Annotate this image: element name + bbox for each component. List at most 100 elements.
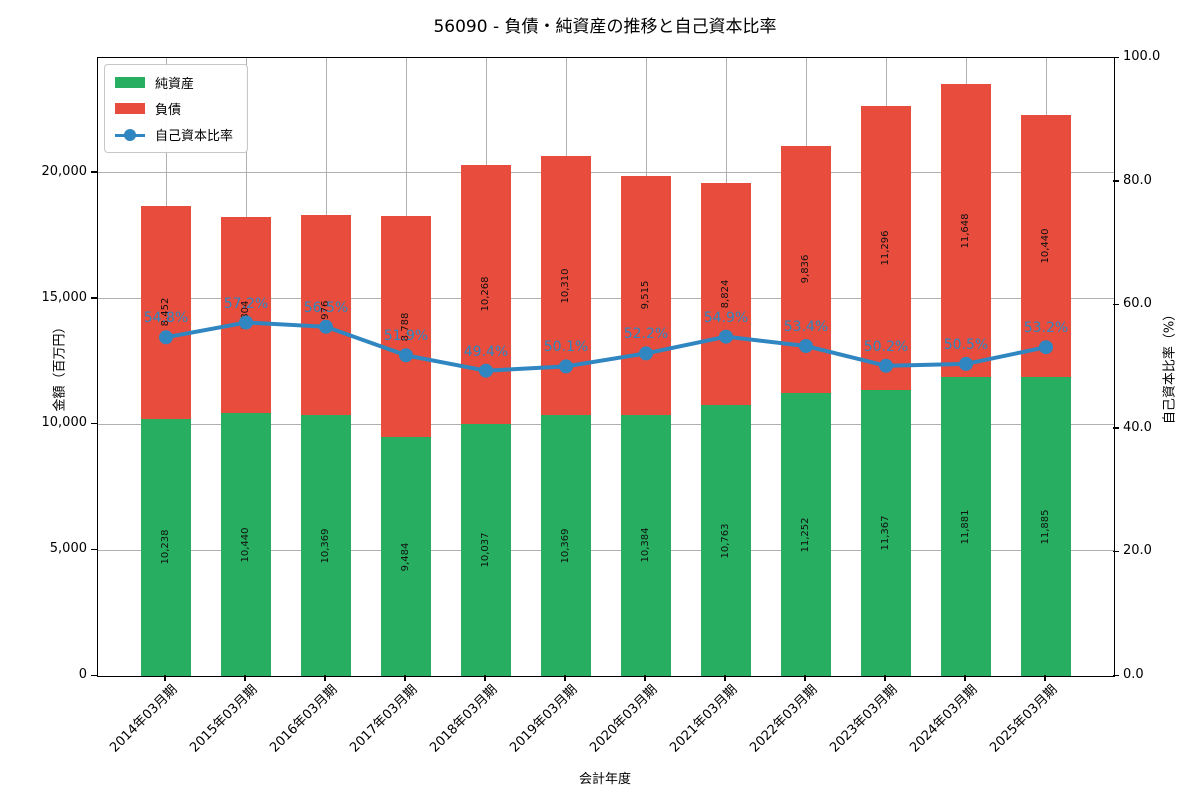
x-tick — [884, 675, 886, 681]
bar-net-assets — [621, 414, 671, 676]
y-tick-right — [1113, 550, 1119, 553]
bar-net-assets — [941, 377, 991, 676]
legend-swatch-liabilities — [115, 103, 145, 114]
equity-ratio-value: 50.2% — [863, 338, 909, 355]
y-tick-label-left: 0 — [78, 667, 87, 682]
bar-liabilities — [461, 165, 511, 424]
y-tick-label-left: 20,000 — [41, 163, 88, 179]
equity-ratio-value: 56.5% — [303, 299, 349, 316]
x-tick-label: 2016年03月期 — [267, 682, 341, 756]
equity-ratio-value: 52.2% — [623, 326, 669, 343]
x-tick — [964, 675, 966, 681]
x-tick — [644, 675, 646, 681]
x-tick-label: 2025年03月期 — [987, 682, 1061, 756]
y-axis-label-left: 金額（百万円） — [52, 320, 68, 412]
y-tick-left — [91, 674, 97, 676]
legend: 純資産 負債 自己資本比率 — [104, 64, 249, 153]
equity-ratio-marker — [399, 348, 413, 363]
y-tick-label-right: 80.0 — [1123, 172, 1152, 188]
bar-net-assets — [141, 418, 191, 676]
x-tick-label: 2020年03月期 — [587, 682, 661, 756]
equity-ratio-marker — [1039, 340, 1053, 355]
legend-label-liabilities: 負債 — [155, 103, 182, 118]
legend-swatch-equity-ratio — [115, 128, 145, 142]
bar-liabilities — [621, 175, 671, 415]
legend-item-liabilities: 負債 — [115, 99, 233, 118]
y-tick-left — [91, 548, 97, 551]
equity-ratio-marker — [959, 356, 973, 371]
x-tick-label: 2019年03月期 — [507, 682, 581, 756]
bar-liabilities — [861, 106, 911, 391]
y-tick-left — [91, 171, 97, 173]
bar-net-assets — [221, 413, 271, 676]
y-tick-label-right: 0.0 — [1123, 667, 1144, 682]
bar-net-assets — [381, 437, 431, 676]
y-tick-left — [91, 297, 97, 299]
x-tick-label: 2021年03月期 — [667, 682, 741, 756]
equity-ratio-value: 50.1% — [543, 339, 589, 356]
equity-ratio-marker — [799, 339, 813, 353]
equity-ratio-marker — [559, 359, 573, 374]
y-tick-label-right: 100.0 — [1123, 49, 1161, 64]
bar-liabilities — [221, 217, 271, 414]
x-tick — [244, 675, 246, 681]
legend-item-equity-ratio: 自己資本比率 — [115, 125, 233, 144]
x-tick — [164, 675, 166, 681]
legend-label-net-assets: 純資産 — [155, 77, 195, 92]
y-tick-label-left: 10,000 — [41, 415, 88, 431]
bar-liabilities — [701, 183, 751, 406]
chart-title: 56090 - 負債・純資産の推移と自己資本比率 — [433, 17, 777, 37]
equity-ratio-marker — [719, 329, 733, 344]
bar-net-assets — [701, 405, 751, 676]
x-tick — [324, 675, 326, 681]
bar-net-assets — [781, 393, 831, 676]
y-tick-label-right: 60.0 — [1123, 296, 1152, 312]
y-tick-right — [1113, 56, 1119, 58]
equity-ratio-marker — [159, 330, 173, 345]
gridline-horizontal — [98, 423, 1114, 425]
bar-liabilities — [1021, 114, 1071, 378]
gridline-horizontal — [98, 549, 1114, 551]
y-tick-right — [1113, 180, 1119, 182]
legend-item-net-assets: 純資産 — [115, 73, 233, 92]
y-tick-label-left: 15,000 — [41, 289, 88, 305]
x-tick — [724, 675, 726, 681]
legend-swatch-net-assets — [115, 77, 145, 88]
y-tick-label-right: 40.0 — [1123, 419, 1152, 435]
y-tick-label-right: 20.0 — [1123, 543, 1152, 559]
gridline-horizontal — [98, 172, 1114, 174]
equity-ratio-value: 50.5% — [943, 336, 989, 353]
equity-ratio-value: 53.4% — [783, 318, 829, 335]
bar-net-assets — [301, 415, 351, 676]
equity-ratio-value: 49.4% — [463, 343, 509, 360]
bar-liabilities — [141, 205, 191, 419]
y-axis-label-right: 自己資本比率（%） — [1162, 307, 1178, 425]
x-tick — [404, 675, 406, 681]
bar-liabilities — [381, 216, 431, 438]
equity-ratio-value: 51.9% — [383, 328, 429, 345]
x-tick — [564, 675, 566, 681]
equity-ratio-marker — [639, 346, 653, 361]
plot-area: 10,238 8,452 10,440 7,804 10,369 7,976 9,484 8,… — [97, 57, 1115, 677]
bar-net-assets — [541, 415, 591, 676]
bar-net-assets — [1021, 377, 1071, 676]
y-tick-right — [1113, 674, 1119, 676]
legend-label-equity-ratio: 自己資本比率 — [155, 129, 234, 144]
x-axis-label: 会計年度 — [578, 772, 632, 787]
x-tick-label: 2018年03月期 — [427, 682, 501, 756]
x-tick-label: 2017年03月期 — [347, 682, 421, 756]
bar-liabilities — [941, 84, 991, 378]
y-tick-label-left: 5,000 — [49, 541, 87, 557]
bar-net-assets — [861, 390, 911, 676]
gridline-horizontal — [98, 298, 1114, 300]
equity-ratio-value: 57.2% — [223, 295, 269, 312]
x-tick — [484, 675, 486, 681]
equity-ratio-value: 53.2% — [1023, 320, 1069, 337]
equity-ratio-marker — [879, 358, 893, 373]
equity-ratio-marker — [479, 363, 493, 378]
x-tick-label: 2023年03月期 — [827, 682, 901, 756]
equity-ratio-marker — [319, 319, 333, 334]
x-tick-label: 2015年03月期 — [187, 682, 261, 756]
x-tick-label: 2022年03月期 — [747, 682, 821, 756]
